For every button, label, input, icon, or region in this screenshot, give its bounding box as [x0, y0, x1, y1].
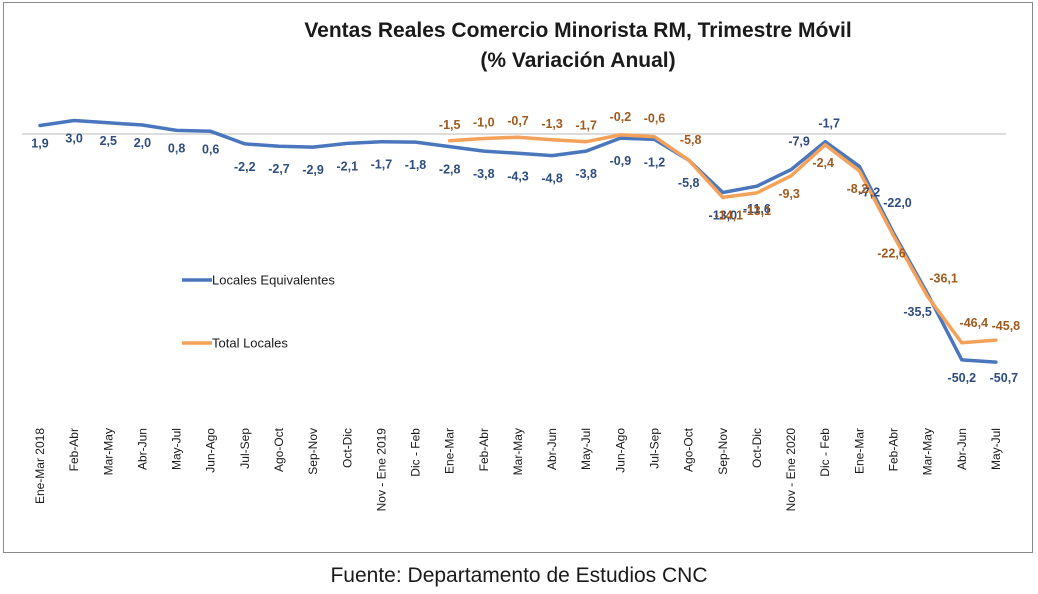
data-label: -2,8	[439, 163, 461, 177]
data-label: -1,3	[541, 117, 563, 131]
line-chart: Ventas Reales Comercio Minorista RM, Tri…	[22, 19, 1020, 511]
data-label: -7,9	[788, 135, 810, 149]
x-tick-label: Abr-Jun	[955, 428, 969, 470]
x-tick-label: Feb-Abr	[477, 428, 491, 471]
data-label: -5,8	[678, 176, 700, 190]
x-tick-label: May-Jul	[170, 428, 184, 470]
x-tick-label: Jul-Sep	[648, 428, 662, 469]
data-label: -14,1	[715, 208, 744, 222]
series-lines	[38, 118, 998, 364]
data-label: -1,7	[818, 117, 840, 131]
data-label: -4,8	[541, 172, 563, 186]
x-tick-label: Abr-Jun	[545, 428, 559, 470]
data-label: -50,2	[948, 371, 977, 385]
x-tick-label: Ene-Mar 2018	[33, 428, 47, 504]
x-tick-label: Abr-Jun	[135, 428, 149, 470]
data-label: 0,6	[202, 142, 219, 156]
chart-subtitle: (% Variación Anual)	[480, 49, 675, 72]
data-label: -1,0	[473, 116, 495, 130]
data-label: -0,7	[507, 114, 529, 128]
data-label: 1,9	[31, 136, 48, 150]
x-tick-label: Dic - Feb	[409, 428, 423, 477]
data-label: -3,8	[575, 167, 597, 181]
data-label: -13,0	[709, 209, 738, 223]
x-tick-label: Mar-May	[101, 428, 115, 475]
series-line-1	[447, 133, 998, 345]
data-label: -13,1	[743, 204, 772, 218]
x-tick-labels: Ene-Mar 2018 Feb-Abr Mar-May Abr-Jun May-Jul…	[33, 427, 1003, 511]
x-tick-label: Mar-May	[511, 428, 525, 475]
legend-label: Locales Equivalentes	[212, 273, 335, 288]
x-tick-label: Mar-May	[921, 428, 935, 475]
data-label: -46,4	[960, 316, 989, 330]
x-tick-label: Nov - Ene 2020	[784, 428, 798, 512]
chart-frame	[3, 2, 1033, 553]
data-label: -2,1	[337, 159, 359, 173]
data-label: -45,8	[992, 319, 1021, 333]
data-labels: 1,9 3,0 2,5 2,0 0,8 0,6 -2,2 -2,7 -2,9 -2,1 -1,7 -1…	[31, 110, 1020, 385]
data-label: -7,2	[859, 185, 881, 199]
data-label: -8,2	[847, 182, 869, 196]
x-tick-label: Dic - Feb	[818, 428, 832, 477]
data-label: -1,5	[439, 118, 461, 132]
x-tick-label: Feb-Abr	[887, 428, 901, 471]
x-tick-label: May-Jul	[579, 428, 593, 470]
x-tick-label: Feb-Abr	[67, 428, 81, 471]
x-tick-label: Sep-Nov	[716, 428, 730, 475]
x-tick-label: Ago-Oct	[272, 427, 286, 472]
legend: Locales Equivalentes Total Locales	[182, 273, 335, 351]
data-label: -11,6	[743, 202, 771, 216]
data-label: -0,9	[610, 154, 632, 168]
x-tick-label: Jun-Ago	[204, 428, 218, 473]
data-label: 3,0	[65, 132, 82, 146]
data-label: -5,8	[680, 133, 702, 147]
data-label: -1,2	[644, 155, 666, 169]
x-tick-label: Ago-Oct	[682, 427, 696, 472]
data-label: -2,4	[812, 156, 834, 170]
data-label: -2,9	[302, 163, 324, 177]
source-note: Fuente: Departamento de Estudios CNC	[330, 564, 708, 587]
legend-item-locales-equivalentes: Locales Equivalentes	[182, 273, 335, 288]
data-label: -0,6	[644, 112, 666, 126]
x-tick-label: Jun-Ago	[613, 428, 627, 473]
x-tick-label: Jul-Sep	[238, 428, 252, 469]
data-label: -22,0	[883, 196, 912, 210]
data-label: -0,2	[610, 110, 632, 124]
chart-title: Ventas Reales Comercio Minorista RM, Tri…	[304, 19, 851, 42]
data-label: 0,8	[168, 141, 185, 155]
data-label: -2,7	[268, 162, 290, 176]
data-label: -3,8	[473, 167, 495, 181]
data-label: -50,7	[990, 371, 1019, 385]
series-line-0	[38, 118, 998, 364]
x-tick-label: Ene-Mar	[852, 428, 866, 474]
x-tick-label: Ene-Mar	[443, 428, 457, 474]
data-label: -1,7	[371, 158, 393, 172]
x-tick-label: May-Jul	[989, 428, 1003, 470]
legend-label: Total Locales	[212, 336, 288, 351]
x-tick-label: Oct-Dic	[340, 428, 354, 468]
x-tick-label: Sep-Nov	[306, 428, 320, 475]
data-label: -2,2	[234, 160, 256, 174]
x-tick-label: Nov - Ene 2019	[374, 428, 388, 512]
data-label: 2,5	[100, 134, 117, 148]
data-label: -1,8	[405, 158, 427, 172]
data-label: -35,5	[903, 305, 932, 319]
legend-item-total-locales: Total Locales	[182, 336, 288, 351]
data-label: -9,3	[778, 187, 800, 201]
data-label: -4,3	[507, 169, 529, 183]
data-label: 2,0	[134, 136, 151, 150]
data-label: -36,1	[929, 272, 958, 286]
x-tick-label: Oct-Dic	[750, 428, 764, 468]
data-label: -1,7	[575, 119, 597, 133]
data-label: -22,6	[877, 247, 906, 261]
